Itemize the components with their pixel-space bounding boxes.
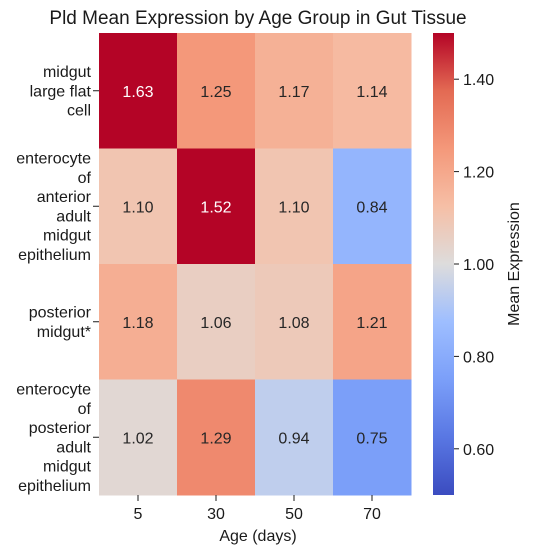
cell-value-label: 1.17 [278,84,309,101]
chart-title: Pld Mean Expression by Age Group in Gut … [49,8,466,29]
x-axis-tick-labels: 5 30 50 70 [134,495,381,523]
heatmap-cell [99,33,178,149]
heatmap-cell [333,379,412,496]
colorbar-tick-label: 1.40 [463,72,494,89]
cell-value-label: 0.94 [278,430,309,447]
cell-value-label: 1.52 [200,199,231,216]
heatmap-cell [255,264,334,380]
y-axis-tick-labels: midgut large flat cell enterocyte of anterior… [16,64,99,495]
cell-value-label: 1.14 [356,84,387,101]
cell-value-label: 1.06 [200,315,231,332]
y-tick-label: enterocyte of posterior adult midgut epitheli… [16,382,91,496]
cell-value-label: 1.21 [356,315,387,332]
x-tick-label: 70 [363,506,381,523]
heatmap-cell [99,264,178,380]
heatmap-cell [99,379,178,496]
heatmap-cell [177,33,256,149]
colorbar-ticks: 0.60 0.80 1.00 1.20 1.40 [454,72,494,459]
x-tick-label: 30 [207,506,225,523]
heatmap-cells: 1.63 1.25 1.17 1.14 1.10 1.52 1.10 0.84 1.18 1.06… [99,33,412,496]
heatmap-cell [255,148,334,265]
colorbar-tick-label: 1.00 [463,257,494,274]
cell-value-label: 1.08 [278,315,309,332]
heatmap-cell [177,264,256,380]
heatmap-cell [333,148,412,265]
cell-value-label: 1.25 [200,84,231,101]
colorbar-tick-label: 0.60 [463,442,494,459]
heatmap-cell [177,148,256,265]
cell-value-label: 1.29 [200,430,231,447]
cell-value-label: 0.75 [356,430,387,447]
y-tick-label: posterior midgut* [29,305,92,341]
x-axis-label: Age (days) [219,528,296,545]
x-tick-label: 5 [134,506,143,523]
colorbar-tick-label: 1.20 [463,165,494,182]
cell-value-label: 1.18 [122,315,153,332]
cell-value-label: 1.02 [122,430,153,447]
heatmap-cell [333,33,412,149]
colorbar [433,33,454,495]
cell-value-label: 0.84 [356,199,387,216]
heatmap-cell [333,264,412,380]
colorbar-tick-label: 0.80 [463,349,494,366]
heatmap-cell [255,33,334,149]
y-tick-label: enterocyte of anterior adult midgut epitheliu… [16,151,91,265]
x-tick-label: 50 [285,506,303,523]
heatmap-cell [177,379,256,496]
colorbar-label: Mean Expression [506,202,523,326]
heatmap-cell [99,148,178,265]
heatmap-cell [255,379,334,496]
y-tick-label: midgut large flat cell [30,64,92,120]
cell-value-label: 1.10 [122,199,153,216]
cell-value-label: 1.10 [278,199,309,216]
cell-value-label: 1.63 [122,84,153,101]
